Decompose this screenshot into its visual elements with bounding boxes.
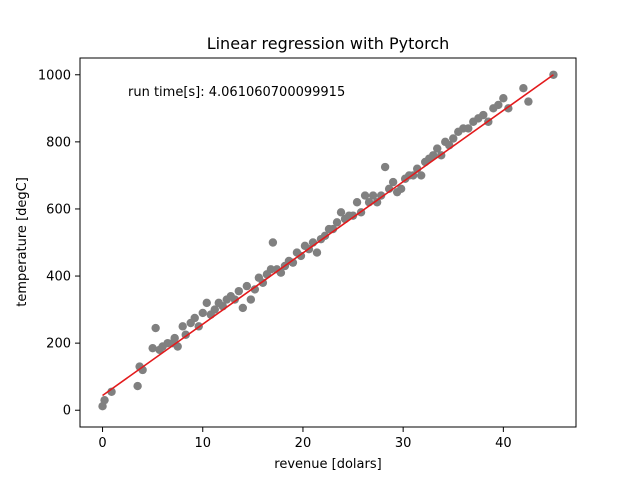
scatter-point [429, 151, 438, 160]
y-axis-label: temperature [degC] [15, 177, 30, 307]
scatter-point [328, 224, 338, 234]
scatter-point [133, 381, 142, 391]
scatter-point [148, 343, 157, 353]
scatter-point [449, 134, 458, 143]
scatter-point [524, 97, 533, 106]
scatter-point [312, 248, 322, 257]
scatter-point [250, 285, 260, 294]
scatter-point [464, 124, 473, 133]
scatter-point [479, 110, 488, 120]
fit-line-group [102, 74, 554, 397]
scatter-point [348, 211, 358, 220]
chart-title: Linear regression with Pytorch [207, 34, 450, 53]
scatter-point [246, 295, 256, 304]
fit-line [102, 74, 554, 397]
scatter-point [238, 303, 248, 313]
y-tick-label: 200 [46, 337, 71, 352]
x-axis-ticks: 0 10 20 30 40 [98, 427, 512, 451]
scatter-point [336, 208, 346, 217]
x-tick-label: 0 [98, 436, 106, 451]
scatter-point [151, 323, 160, 333]
scatter-point [519, 83, 528, 93]
y-tick-label: 400 [46, 270, 71, 285]
scatter-point [242, 281, 252, 291]
scatter-point [190, 313, 199, 323]
y-tick-label: 0 [63, 404, 71, 419]
y-tick-label: 1000 [38, 68, 71, 83]
x-tick-label: 10 [194, 436, 211, 451]
y-axis-ticks: 0 200 400 600 800 1000 [38, 68, 80, 419]
plot-frame [79, 57, 577, 428]
scatter-point [372, 198, 382, 207]
scatter-point [202, 298, 211, 308]
y-tick-label: 800 [46, 135, 71, 150]
scatter-point [368, 191, 378, 200]
scatter-point [416, 171, 426, 180]
scatter-point [170, 333, 179, 343]
x-tick-label: 40 [495, 436, 512, 451]
scatter-point [266, 265, 276, 274]
scatter-point [499, 94, 508, 103]
scatter-point [234, 286, 244, 296]
x-axis-label: revenue [dolars] [274, 457, 381, 472]
scatter-point [352, 198, 362, 207]
scatter-point [376, 191, 386, 200]
scatter-point [100, 395, 109, 405]
scatter-point [494, 100, 503, 110]
x-tick-label: 20 [295, 436, 312, 451]
scatter-point [388, 177, 398, 187]
scatter-point [230, 295, 240, 304]
scatter-point [396, 184, 406, 194]
scatter-point [198, 308, 207, 318]
scatter-point [360, 191, 370, 200]
scatter-point [178, 322, 187, 331]
scatter-point [210, 305, 219, 314]
scatter-point [433, 144, 442, 153]
scatter-point [332, 218, 342, 227]
scatter-point [380, 162, 390, 172]
scatter-point [288, 258, 298, 267]
scatter-point [268, 238, 278, 247]
x-tick-label: 30 [395, 436, 412, 451]
run-time-annotation: run time[s]: 4.061060700099915 [128, 85, 345, 100]
y-tick-label: 600 [46, 202, 71, 217]
